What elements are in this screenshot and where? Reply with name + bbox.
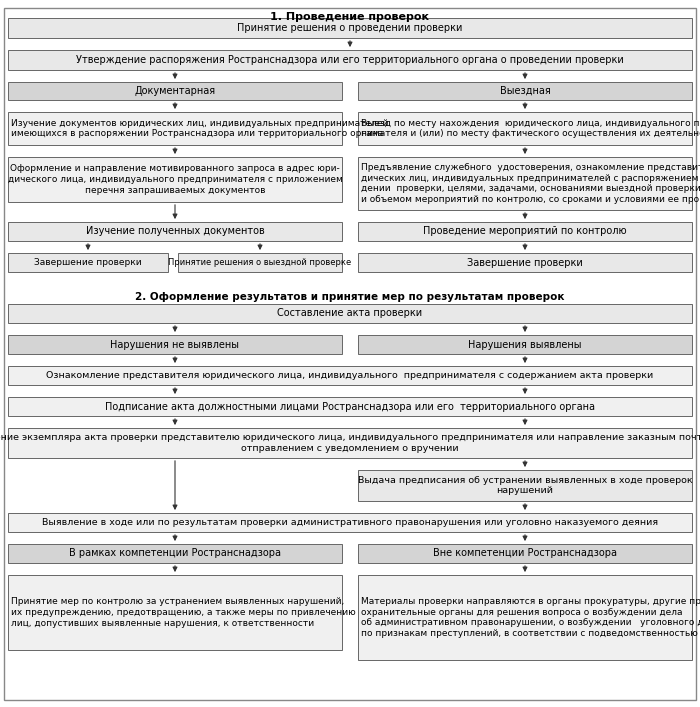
FancyBboxPatch shape [8, 50, 692, 70]
Text: Подписание акта должностными лицами Ространснадзора или его  территориального ор: Подписание акта должностными лицами Рост… [105, 402, 595, 411]
Text: Выдача предписания об устранении выявленных в ходе проверок
нарушений: Выдача предписания об устранении выявлен… [358, 476, 692, 496]
FancyBboxPatch shape [8, 397, 692, 416]
FancyBboxPatch shape [358, 470, 692, 501]
FancyBboxPatch shape [8, 304, 692, 323]
Text: Завершение проверки: Завершение проверки [467, 257, 583, 267]
FancyBboxPatch shape [358, 222, 692, 241]
Text: 1. Проведение проверок: 1. Проведение проверок [270, 12, 430, 22]
FancyBboxPatch shape [8, 366, 692, 385]
Text: Выявление в ходе или по результатам проверки административного правонарушения ил: Выявление в ходе или по результатам пров… [42, 518, 658, 527]
Text: Выезд по месту нахождения  юридического лица, индивидуального предпри-
нимателя : Выезд по месту нахождения юридического л… [361, 119, 700, 139]
Text: Принятие решения о проведении проверки: Принятие решения о проведении проверки [237, 23, 463, 33]
FancyBboxPatch shape [8, 335, 342, 354]
FancyBboxPatch shape [358, 253, 692, 272]
Text: Оформление и направление мотивированного запроса в адрес юри-
дического лица, ин: Оформление и направление мотивированного… [8, 164, 342, 194]
Text: Изучение документов юридических лиц, индивидуальных предпринимателей
имеющихся в: Изучение документов юридических лиц, инд… [11, 119, 388, 139]
FancyBboxPatch shape [8, 222, 342, 241]
FancyBboxPatch shape [8, 18, 692, 38]
Text: Документарная: Документарная [134, 86, 216, 96]
Text: В рамках компетенции Ространснадзора: В рамках компетенции Ространснадзора [69, 549, 281, 559]
Text: Принятие решения о выездной проверке: Принятие решения о выездной проверке [169, 258, 351, 267]
FancyBboxPatch shape [358, 82, 692, 100]
Text: Вручение экземпляра акта проверки представителю юридического лица, индивидуально: Вручение экземпляра акта проверки предст… [0, 433, 700, 453]
Text: Ознакомление представителя юридического лица, индивидуального  предпринимателя с: Ознакомление представителя юридического … [46, 371, 654, 380]
FancyBboxPatch shape [8, 157, 342, 202]
Text: Нарушения выявлены: Нарушения выявлены [468, 339, 582, 349]
Text: Завершение проверки: Завершение проверки [34, 258, 142, 267]
FancyBboxPatch shape [358, 575, 692, 660]
Text: Материалы проверки направляются в органы прокуратуры, другие право-
охранительны: Материалы проверки направляются в органы… [361, 597, 700, 638]
FancyBboxPatch shape [358, 157, 692, 210]
FancyBboxPatch shape [8, 544, 342, 563]
Text: Составление акта проверки: Составление акта проверки [277, 308, 423, 318]
FancyBboxPatch shape [8, 253, 168, 272]
Text: Изучение полученных документов: Изучение полученных документов [85, 226, 265, 237]
FancyBboxPatch shape [358, 544, 692, 563]
FancyBboxPatch shape [8, 575, 342, 650]
Text: Вне компетенции Ространснадзора: Вне компетенции Ространснадзора [433, 549, 617, 559]
FancyBboxPatch shape [8, 82, 342, 100]
Text: Выездная: Выездная [500, 86, 550, 96]
Text: Утверждение распоряжения Ространснадзора или его территориального органа о прове: Утверждение распоряжения Ространснадзора… [76, 55, 624, 65]
FancyBboxPatch shape [8, 428, 692, 458]
FancyBboxPatch shape [358, 112, 692, 145]
FancyBboxPatch shape [8, 513, 692, 532]
FancyBboxPatch shape [358, 335, 692, 354]
Text: Нарушения не выявлены: Нарушения не выявлены [111, 339, 239, 349]
FancyBboxPatch shape [8, 112, 342, 145]
Text: Проведение мероприятий по контролю: Проведение мероприятий по контролю [424, 226, 626, 237]
Text: 2. Оформление результатов и принятие мер по результатам проверок: 2. Оформление результатов и принятие мер… [135, 292, 565, 302]
Text: Принятие мер по контролю за устранением выявленных нарушений,
их предупреждению,: Принятие мер по контролю за устранением … [11, 597, 356, 628]
Text: Предъявление служебного  удостоверения, ознакомление представителей юри-
дически: Предъявление служебного удостоверения, о… [361, 163, 700, 204]
FancyBboxPatch shape [178, 253, 342, 272]
